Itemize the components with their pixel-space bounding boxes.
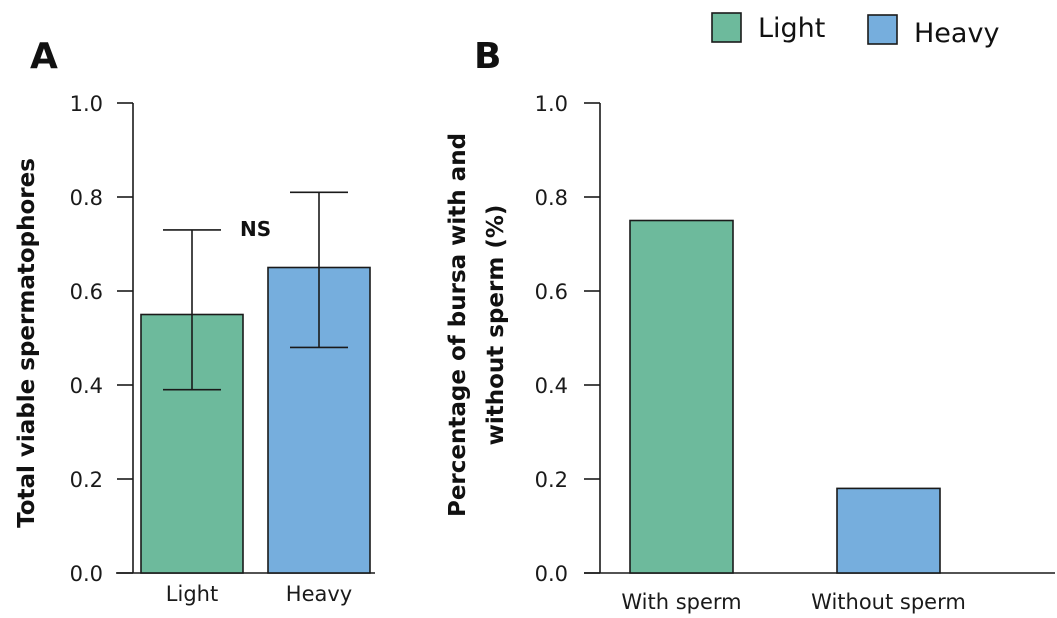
error-bars-a [163, 191, 348, 391]
panel-letter-b: B [474, 36, 501, 77]
y-tick-label-b: 0.2 [535, 468, 568, 492]
y-tick-label-a: 0.6 [70, 280, 103, 304]
y-axis-label-a: Total viable spermatophores [14, 158, 40, 528]
bar-b-0 [629, 219, 734, 574]
legend-label-heavy: Heavy [914, 18, 999, 49]
x-tick-label-b-0: With sperm [621, 590, 741, 614]
x-tick-label-a-0: Light [166, 582, 218, 606]
y-tick-label-b: 0.6 [535, 280, 568, 304]
x-tick-label-b-1: Without sperm [811, 590, 966, 614]
y-axis-label-b-line1: Percentage of bursa with and [445, 133, 471, 517]
bars-a [140, 266, 371, 574]
y-tick-label-a: 1.0 [70, 92, 103, 116]
x-ticks-b: With sperm Without sperm [621, 590, 965, 614]
chart-panel-b: Percentage of bursa with and without spe… [445, 92, 1055, 614]
legend-label-light: Light [758, 13, 825, 44]
legend-swatch-heavy [867, 14, 898, 45]
y-tick-label-b: 0.4 [535, 374, 568, 398]
y-tick-label-b: 0.8 [535, 186, 568, 210]
legend: Light Heavy [711, 12, 999, 49]
y-tick-label-a: 0.8 [70, 186, 103, 210]
y-tick-label-b: 0.0 [535, 562, 568, 586]
bar-b-1 [836, 487, 941, 574]
y-tick-label-a: 0.2 [70, 468, 103, 492]
significance-annotation: NS [240, 217, 271, 241]
y-tick-label-b: 1.0 [535, 92, 568, 116]
legend-swatch-light [711, 12, 742, 43]
y-ticks-a: 0.0 0.2 0.4 0.6 0.8 1.0 [70, 92, 133, 586]
bars-b [629, 219, 941, 574]
x-tick-label-a-1: Heavy [286, 582, 352, 606]
y-tick-label-a: 0.4 [70, 374, 103, 398]
y-axis-label-b-line2: without sperm (%) [483, 205, 509, 446]
y-ticks-b: 0.0 0.2 0.4 0.6 0.8 1.0 [535, 92, 600, 586]
chart-panel-a: Total viable spermatophores 0.0 0.2 0.4 0.6… [14, 92, 375, 606]
panel-letter-a: A [30, 36, 58, 77]
x-ticks-a: Light Heavy [166, 582, 352, 606]
y-tick-label-a: 0.0 [70, 562, 103, 586]
